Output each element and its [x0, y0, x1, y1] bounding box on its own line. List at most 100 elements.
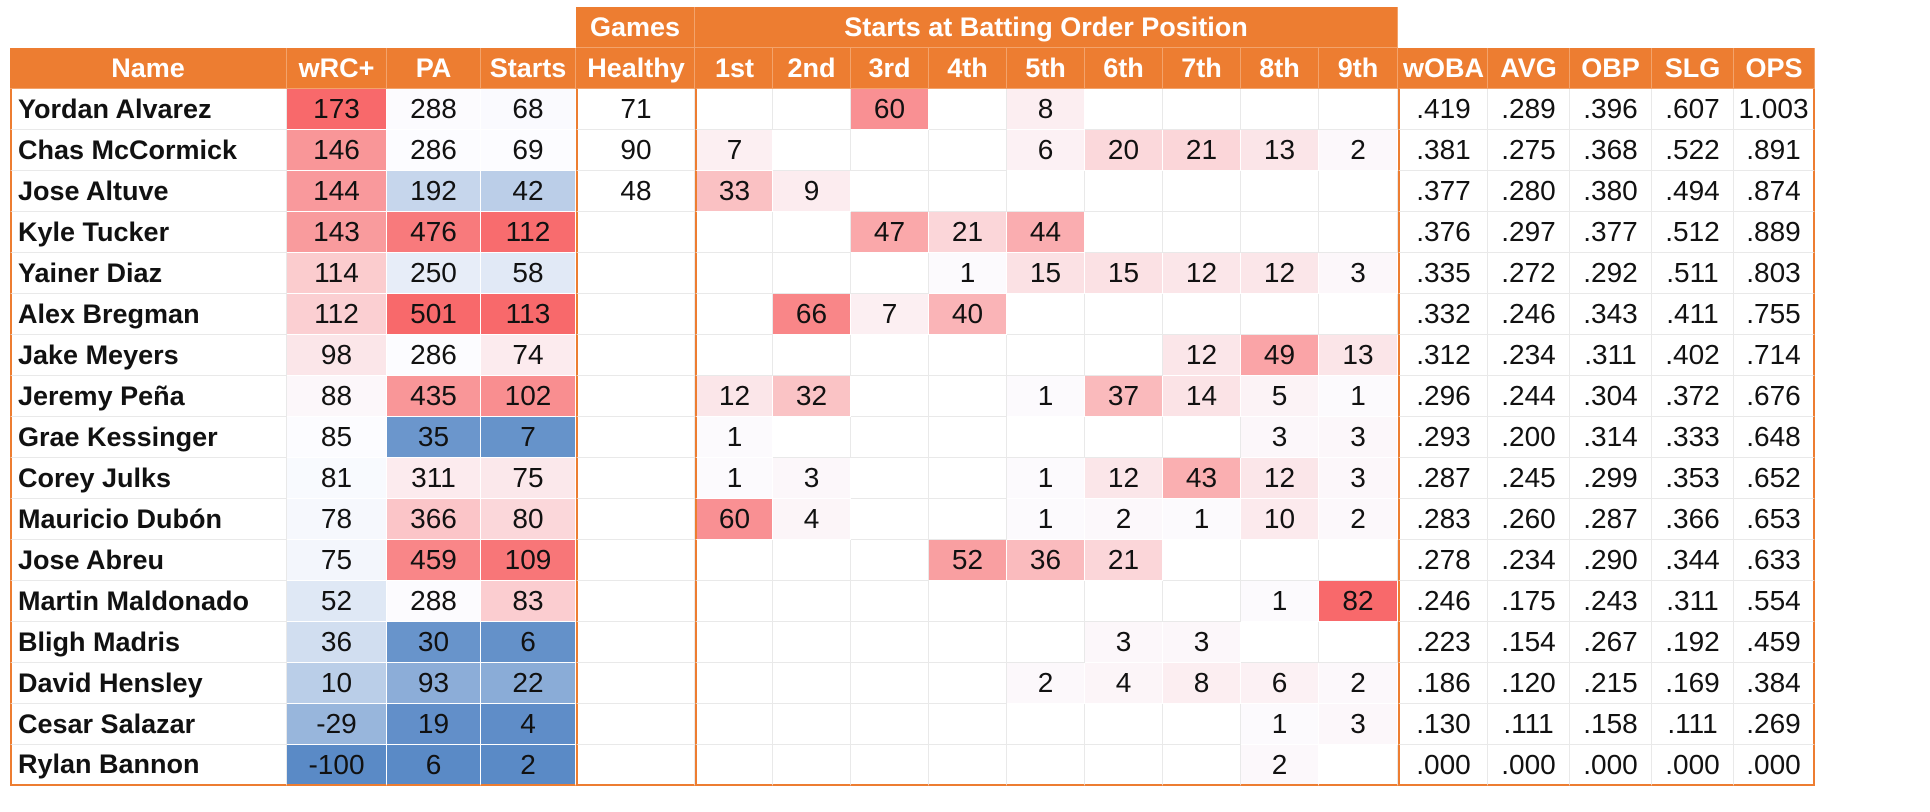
cell-slg: .511	[1652, 253, 1734, 294]
cell-wrc: 144	[287, 171, 387, 212]
cell-pos-8: 5	[1241, 376, 1319, 417]
cell-woba: .419	[1398, 89, 1488, 130]
cell-pos-5	[1007, 294, 1085, 335]
table-row: Chas McCormick 146 286 69 90 7 6 20 21 13 2.381.27…	[10, 130, 1815, 171]
cell-wrc: 112	[287, 294, 387, 335]
cell-pos-1	[695, 253, 773, 294]
cell-ops: .554	[1734, 581, 1815, 622]
cell-starts: 42	[481, 171, 576, 212]
cell-slg: .344	[1652, 540, 1734, 581]
cell-woba: .312	[1398, 335, 1488, 376]
cell-pos-6: 3	[1085, 622, 1163, 663]
cell-healthy	[576, 376, 695, 417]
cell-pos-3	[851, 130, 929, 171]
cell-avg: .272	[1488, 253, 1570, 294]
cell-starts: 74	[481, 335, 576, 376]
cell-slg: .192	[1652, 622, 1734, 663]
cell-obp: .377	[1570, 212, 1652, 253]
cell-ops: .384	[1734, 663, 1815, 704]
cell-wrc: 85	[287, 417, 387, 458]
cell-pos-1	[695, 581, 773, 622]
cell-pos-1	[695, 89, 773, 130]
header-group-games: Games	[576, 7, 695, 48]
cell-obp: .304	[1570, 376, 1652, 417]
cell-ops: .000	[1734, 745, 1815, 786]
cell-pos-6: 2	[1085, 499, 1163, 540]
cell-name: Mauricio Dubón	[10, 499, 287, 540]
cell-wrc: -29	[287, 704, 387, 745]
table-row: Martin Maldonado 52 288 83 1 82.246.175.243.3…	[10, 581, 1815, 622]
cell-pos-7	[1163, 294, 1241, 335]
cell-pos-9: 82	[1319, 581, 1398, 622]
cell-starts: 80	[481, 499, 576, 540]
cell-pos-8: 3	[1241, 417, 1319, 458]
cell-pos-5	[1007, 335, 1085, 376]
cell-pos-1: 1	[695, 458, 773, 499]
cell-pos-5: 36	[1007, 540, 1085, 581]
cell-name: Jose Abreu	[10, 540, 287, 581]
cell-pos-5	[1007, 622, 1085, 663]
cell-pos-4	[929, 663, 1007, 704]
cell-pos-6: 21	[1085, 540, 1163, 581]
header-blank-right	[1398, 7, 1815, 48]
cell-pos-4	[929, 745, 1007, 786]
cell-pos-4	[929, 499, 1007, 540]
cell-obp: .380	[1570, 171, 1652, 212]
cell-healthy	[576, 417, 695, 458]
cell-wrc: 143	[287, 212, 387, 253]
cell-pos-2: 3	[773, 458, 851, 499]
cell-ops: .755	[1734, 294, 1815, 335]
cell-pos-4	[929, 581, 1007, 622]
cell-pos-3: 60	[851, 89, 929, 130]
cell-pos-2	[773, 704, 851, 745]
cell-pos-5	[1007, 581, 1085, 622]
cell-name: Kyle Tucker	[10, 212, 287, 253]
cell-pos-6	[1085, 581, 1163, 622]
cell-woba: .186	[1398, 663, 1488, 704]
cell-pos-1	[695, 540, 773, 581]
cell-pos-1	[695, 212, 773, 253]
cell-pos-4: 21	[929, 212, 1007, 253]
cell-pos-6	[1085, 294, 1163, 335]
cell-name: Martin Maldonado	[10, 581, 287, 622]
cell-obp: .368	[1570, 130, 1652, 171]
cell-pos-5	[1007, 745, 1085, 786]
cell-pos-4: 40	[929, 294, 1007, 335]
cell-slg: .111	[1652, 704, 1734, 745]
cell-pos-3: 47	[851, 212, 929, 253]
cell-name: Corey Julks	[10, 458, 287, 499]
cell-pos-5: 15	[1007, 253, 1085, 294]
table-row: Grae Kessinger 85 35 7 1 3 3.293.200.314.333.6…	[10, 417, 1815, 458]
cell-pos-8: 6	[1241, 663, 1319, 704]
column-header-7th: 7th	[1163, 48, 1241, 89]
cell-wrc: 78	[287, 499, 387, 540]
cell-pos-4	[929, 417, 1007, 458]
cell-obp: .287	[1570, 499, 1652, 540]
cell-obp: .243	[1570, 581, 1652, 622]
cell-avg: .289	[1488, 89, 1570, 130]
cell-pos-2: 66	[773, 294, 851, 335]
cell-pos-6	[1085, 704, 1163, 745]
cell-pos-7	[1163, 171, 1241, 212]
cell-pos-9: 3	[1319, 417, 1398, 458]
cell-healthy	[576, 745, 695, 786]
column-header-4th: 4th	[929, 48, 1007, 89]
cell-healthy	[576, 253, 695, 294]
cell-slg: .169	[1652, 663, 1734, 704]
cell-ops: .874	[1734, 171, 1815, 212]
table-row: Bligh Madris 36 30 6 3 3 .223.154.267.192.459	[10, 622, 1815, 663]
cell-pa: 459	[387, 540, 481, 581]
cell-pos-3	[851, 540, 929, 581]
cell-obp: .158	[1570, 704, 1652, 745]
cell-pos-6	[1085, 417, 1163, 458]
header-group-row: Games Starts at Batting Order Position	[10, 7, 1815, 48]
cell-pos-6: 37	[1085, 376, 1163, 417]
column-header-1st: 1st	[695, 48, 773, 89]
cell-pos-6	[1085, 745, 1163, 786]
cell-pa: 19	[387, 704, 481, 745]
cell-woba: .377	[1398, 171, 1488, 212]
cell-pos-7: 1	[1163, 499, 1241, 540]
cell-pos-3	[851, 663, 929, 704]
cell-slg: .000	[1652, 745, 1734, 786]
cell-slg: .522	[1652, 130, 1734, 171]
